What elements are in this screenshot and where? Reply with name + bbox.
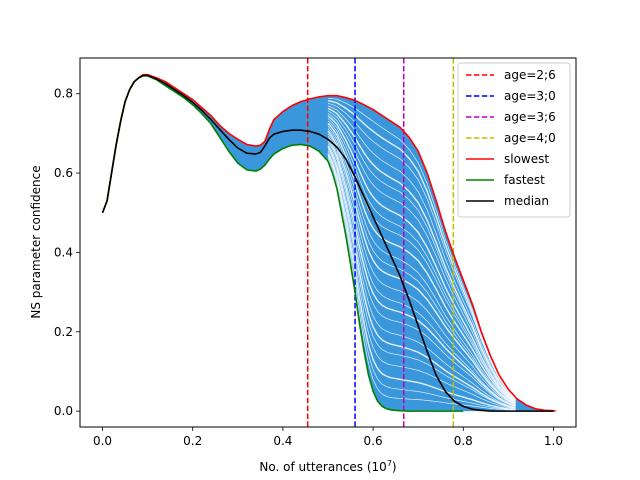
y-axis: 0.0 0.2 0.4 0.6 0.8 [54, 87, 80, 418]
x-axis-label-main: No. of utterances (10 [259, 460, 386, 474]
legend-box [457, 62, 571, 218]
band-streak [327, 145, 516, 409]
legend-label: slowest [504, 152, 549, 166]
band-streak [327, 97, 516, 399]
band-streak [327, 138, 516, 407]
band-streak [327, 143, 516, 408]
y-tick-label: 0.0 [54, 404, 73, 418]
legend-label: fastest [504, 173, 545, 187]
band-streak [327, 140, 516, 408]
legend-label: age=4;0 [504, 131, 556, 145]
confidence-band [102, 74, 556, 412]
band-streak [327, 125, 516, 405]
x-tick-label: 0.0 [93, 434, 112, 448]
y-axis-label: NS parameter confidence [29, 165, 43, 318]
band-streak [327, 110, 516, 401]
x-tick-label: 0.8 [454, 434, 473, 448]
x-tick-label: 1.0 [544, 434, 563, 448]
band-streak [327, 150, 516, 410]
band-streak [327, 148, 516, 409]
x-axis: 0.0 0.2 0.4 0.6 0.8 1.0 [93, 427, 563, 448]
band-trajectory-streaks [327, 97, 517, 411]
x-axis-label-exponent: 7 [387, 459, 392, 468]
plot-area [101, 58, 556, 427]
y-tick-label: 0.8 [54, 87, 73, 101]
band-streak [327, 105, 516, 400]
band-streak [327, 100, 517, 399]
legend-label: age=2;6 [504, 68, 556, 82]
plot-frame [79, 57, 577, 428]
legend-label: age=3;0 [504, 89, 556, 103]
age-vertical-lines [306, 58, 455, 427]
x-tick-label: 0.4 [273, 434, 292, 448]
x-axis-label: No. of utterances (107) [259, 459, 396, 474]
band-streak [327, 102, 516, 399]
series-line-median [101, 74, 554, 412]
legend: age=2;6 age=3;0 age=3;6 age=4;0 slowest faste… [457, 62, 571, 218]
band-streak [327, 122, 516, 404]
band-streak [327, 135, 516, 407]
band-streak [327, 128, 516, 405]
band-streak [327, 107, 517, 401]
y-tick-label: 0.2 [54, 325, 73, 339]
band-streak [327, 133, 516, 406]
band-streak [327, 155, 516, 411]
legend-label: age=3;6 [504, 110, 556, 124]
band-streak [327, 113, 516, 402]
y-tick-label: 0.6 [54, 166, 73, 180]
y-tick-label: 0.4 [54, 245, 73, 259]
x-axis-label-suffix: ) [392, 460, 397, 474]
band-streak [327, 130, 516, 406]
x-tick-label: 0.2 [183, 434, 202, 448]
legend-label: median [504, 194, 549, 208]
band-streak [327, 118, 516, 403]
band-streak [327, 115, 517, 403]
series-lines [101, 73, 556, 412]
band-streak [327, 158, 516, 411]
x-tick-label: 0.6 [364, 434, 383, 448]
band-streak [327, 153, 516, 411]
